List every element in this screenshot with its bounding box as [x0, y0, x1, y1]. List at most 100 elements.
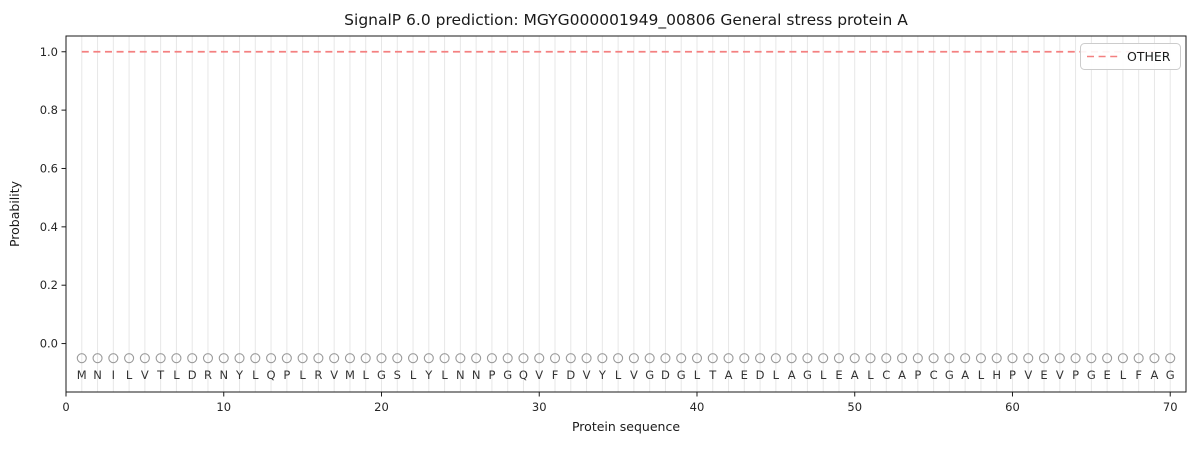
residue-marker-circle [581, 353, 592, 364]
residue-marker-circle [770, 353, 781, 364]
residue-marker-circle [139, 353, 150, 364]
residue-letter: G [1087, 368, 1096, 382]
residue-marker-circle [818, 353, 829, 364]
residue-marker-circle [202, 353, 214, 364]
residue-letter: L [694, 368, 701, 382]
residue-letter: L [363, 368, 370, 382]
residue-letter: Q [519, 368, 528, 382]
residue-marker-circle [407, 353, 419, 364]
residue-marker-circle [897, 353, 908, 364]
residue-marker-circle [392, 353, 403, 364]
residue-marker-circle [739, 353, 750, 364]
residue-letter: F [552, 368, 559, 382]
residue-letter: S [394, 368, 401, 382]
residue-marker-circle [187, 353, 198, 364]
residue-letter: L [820, 368, 827, 382]
residue-marker-circle [486, 353, 497, 364]
axes-spines [65, 35, 1187, 393]
residue-letter: P [488, 368, 495, 382]
legend-frame [1080, 43, 1181, 70]
residue-letter: A [1151, 368, 1159, 382]
residue-letter: C [882, 368, 890, 382]
residue-letter: L [867, 368, 874, 382]
residue-letter: G [503, 368, 512, 382]
residue-marker-circle [676, 353, 687, 364]
residue-letter: Y [424, 368, 433, 382]
residue-marker-circle [534, 353, 545, 364]
residue-marker-circle [1117, 353, 1128, 364]
residue-letter: L [299, 368, 306, 382]
residue-letter: P [1072, 368, 1079, 382]
residue-marker-circle [502, 353, 513, 364]
residue-marker-circle [1102, 353, 1113, 364]
residue-marker-circle [360, 353, 371, 364]
residue-marker-circle [628, 353, 639, 364]
residue-letter: V [535, 368, 543, 382]
x-tick-label: 50 [847, 400, 862, 414]
legend-label-other: OTHER [1127, 49, 1171, 64]
y-tick-label: 0.8 [40, 103, 58, 117]
residue-letter: V [141, 368, 149, 382]
residue-letter: A [961, 368, 969, 382]
residue-marker-circle [786, 353, 797, 364]
residue-letter: M [77, 368, 87, 382]
y-axis-label: Probability [7, 180, 22, 247]
residue-marker-circle [613, 353, 624, 364]
residue-marker-circle [755, 353, 766, 364]
residue-letter: R [204, 368, 212, 382]
x-tick-label: 70 [1163, 400, 1178, 414]
residue-letter: G [645, 368, 654, 382]
residue-marker-circle [313, 353, 324, 364]
residue-letter: N [472, 368, 481, 382]
residue-letter: D [566, 368, 575, 382]
residue-letter: R [314, 368, 322, 382]
x-tick-label: 30 [532, 400, 547, 414]
residue-letter: E [1040, 368, 1047, 382]
x-tick-label: 40 [690, 400, 705, 414]
residue-letter: L [615, 368, 622, 382]
residue-marker-circle [124, 353, 135, 364]
residue-letter: P [914, 368, 921, 382]
residue-letter: L [1120, 368, 1127, 382]
chart-title: SignalP 6.0 prediction: MGYG000001949_00… [344, 11, 908, 30]
residue-letter: D [188, 368, 197, 382]
residue-letter: V [330, 368, 338, 382]
residue-letter: I [112, 368, 115, 382]
residue-marker-circle [376, 353, 387, 364]
residue-marker-circle [928, 353, 939, 364]
x-axis-label: Protein sequence [572, 419, 680, 434]
residue-marker-circle [549, 353, 561, 364]
residue-marker-circle [1007, 353, 1018, 364]
residue-marker-circle [423, 353, 434, 364]
residue-letter: T [156, 368, 165, 382]
residue-marker-circle [660, 353, 671, 364]
residue-letter: L [252, 368, 259, 382]
residue-letter: V [630, 368, 638, 382]
residue-letter: E [741, 368, 748, 382]
residue-marker-circle [644, 353, 655, 364]
residue-marker-circle [723, 353, 734, 364]
plot-area: 0.00.20.40.60.81.00 10 20 30 40 50 60 70M N I L V T L… [40, 35, 1187, 414]
y-tick-label: 1.0 [40, 45, 58, 59]
residue-marker-circle [881, 353, 892, 364]
residue-marker-circle [597, 353, 608, 364]
residue-marker-circle [1054, 353, 1065, 364]
residue-marker-circle [76, 353, 87, 364]
residue-letter: N [93, 368, 102, 382]
residue-marker-circle [707, 353, 718, 364]
residue-marker-circle [1038, 353, 1050, 364]
residue-marker-circle [155, 353, 166, 364]
y-tick-label: 0.6 [40, 162, 58, 176]
residue-letter: G [945, 368, 954, 382]
residue-letter: T [708, 368, 717, 382]
residue-letter: P [283, 368, 290, 382]
residue-marker-circle [344, 353, 355, 364]
residue-letter: G [803, 368, 812, 382]
residue-marker-circle [218, 353, 229, 364]
residue-marker-circle [297, 353, 308, 364]
residue-marker-circle [944, 353, 955, 364]
x-tick-label: 0 [62, 400, 69, 414]
residue-marker-circle [439, 353, 450, 364]
residue-letter: L [978, 368, 985, 382]
